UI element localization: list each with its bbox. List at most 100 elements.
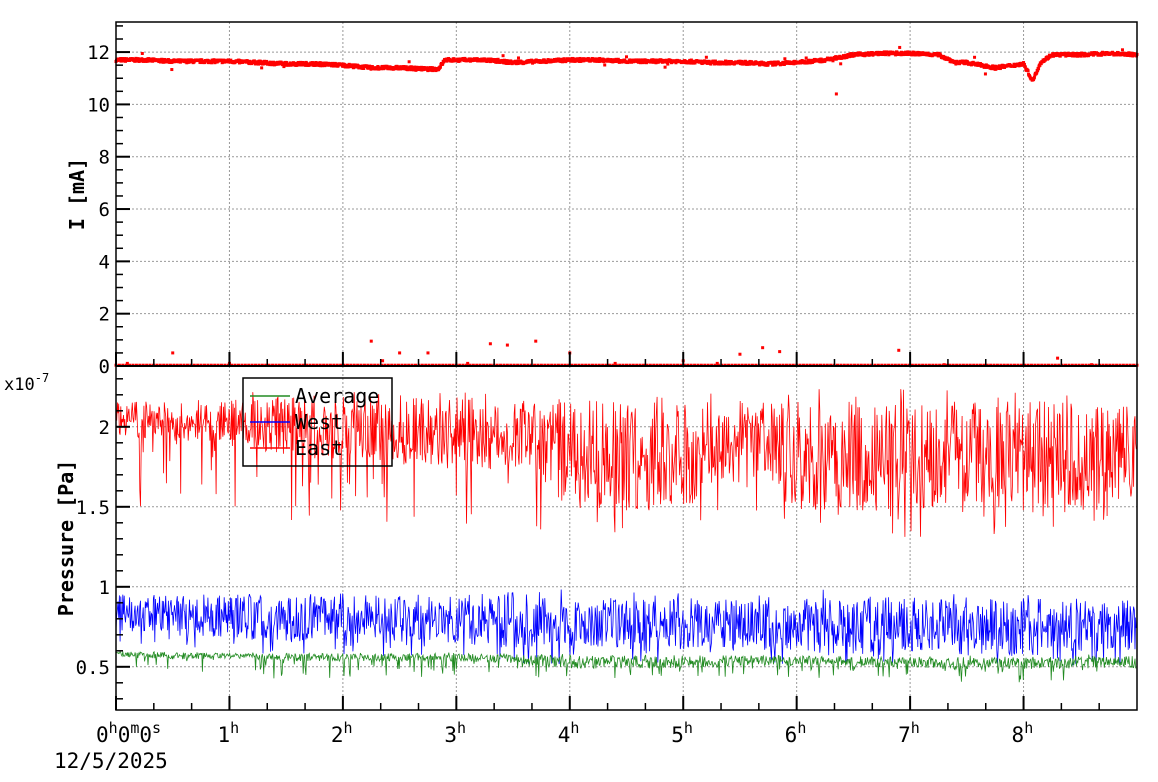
current-point — [575, 59, 579, 63]
current-outlier-point — [761, 346, 765, 350]
top-y-tick-label: 4 — [99, 251, 110, 273]
current-point — [689, 58, 693, 62]
current-point — [1052, 54, 1056, 58]
current-point — [325, 61, 329, 65]
current-point — [983, 72, 987, 76]
top-y-tick-label: 10 — [87, 94, 110, 116]
current-point — [904, 50, 908, 54]
current-point — [401, 67, 405, 71]
current-point — [270, 63, 274, 67]
x-tick-label: 1h — [217, 719, 239, 747]
x-tick-label: 5h — [671, 719, 693, 747]
current-point — [184, 58, 188, 62]
y-multiplier: x10-7 — [4, 371, 49, 395]
current-point — [424, 66, 428, 70]
current-outlier-point — [942, 363, 946, 367]
current-point — [898, 45, 902, 49]
current-point — [804, 56, 808, 60]
current-point — [973, 55, 977, 59]
x-tick-label: 8h — [1012, 719, 1034, 747]
current-point — [750, 60, 754, 64]
current-point — [882, 52, 886, 56]
current-point — [1120, 48, 1124, 52]
current-point — [438, 65, 442, 69]
current-point — [783, 57, 787, 61]
current-point — [704, 55, 708, 59]
legend: Average West East — [242, 377, 393, 467]
top-y-tick-label: 2 — [99, 304, 110, 326]
x-tick-label: 3h — [444, 719, 466, 747]
current-point — [430, 66, 434, 70]
current-point — [727, 59, 731, 63]
current-point — [838, 54, 842, 58]
x-tick-label: 7h — [898, 719, 920, 747]
current-point — [145, 59, 149, 63]
current-series — [114, 45, 1139, 367]
current-outlier-point — [897, 348, 901, 352]
top-y-tick-label: 8 — [99, 147, 110, 169]
bottom-y-axis-label: Pressure [Pa] — [54, 460, 78, 617]
current-point — [839, 62, 843, 66]
current-point — [1017, 64, 1021, 68]
current-outlier-point — [426, 351, 430, 355]
current-point — [379, 67, 383, 71]
current-point — [616, 57, 620, 61]
current-point — [541, 60, 545, 64]
current-point — [516, 62, 520, 66]
current-point — [603, 63, 607, 67]
x-tick-label: 2h — [331, 719, 353, 747]
legend-label-east: East — [295, 436, 343, 460]
pressure-series — [115, 389, 1137, 683]
current-outlier-point — [534, 339, 538, 343]
axes — [115, 21, 1138, 711]
current-point — [514, 62, 518, 66]
current-point — [760, 60, 764, 64]
current-point — [845, 55, 849, 59]
current-point — [285, 61, 289, 65]
current-point — [407, 60, 411, 64]
current-point — [441, 62, 445, 66]
current-point — [158, 60, 162, 64]
current-point — [362, 66, 366, 70]
current-point — [260, 66, 264, 70]
current-point — [651, 60, 655, 64]
current-point — [252, 59, 256, 63]
current-point — [654, 58, 658, 62]
current-point — [351, 63, 355, 67]
current-point — [310, 61, 314, 65]
current-point — [412, 67, 416, 71]
current-point — [417, 65, 421, 69]
current-point — [663, 65, 667, 69]
current-point — [301, 60, 305, 64]
current-point — [724, 59, 728, 63]
current-point — [674, 61, 678, 65]
current-point — [1065, 54, 1069, 58]
current-point — [1022, 61, 1026, 65]
current-point — [313, 63, 317, 67]
current-point — [1022, 62, 1026, 66]
current-point — [426, 69, 430, 73]
series-line-east — [115, 389, 1137, 537]
current-point — [347, 62, 351, 66]
current-point — [445, 59, 449, 63]
current-point — [262, 62, 266, 66]
tick-labels: 1h 2h 3h 4h 5h 6h 7h 8h 0 2 4 6 8 10 12 0.5 1 1.5 2 — [76, 42, 1034, 747]
current-point — [666, 62, 670, 66]
current-point — [132, 57, 136, 61]
top-y-tick-label: 0 — [99, 356, 110, 378]
current-point — [849, 54, 853, 58]
current-point — [295, 63, 299, 67]
current-point — [1101, 50, 1105, 54]
current-point — [302, 63, 306, 67]
current-point — [831, 59, 835, 63]
current-outlier-point — [834, 92, 838, 96]
series-line-west — [115, 589, 1137, 667]
current-point — [744, 60, 748, 64]
current-point — [1054, 54, 1058, 58]
current-point — [639, 61, 643, 65]
current-point — [1032, 75, 1036, 79]
current-point — [308, 63, 312, 67]
current-point — [828, 58, 832, 62]
x-origin-label: 0h0m0s — [96, 719, 161, 747]
